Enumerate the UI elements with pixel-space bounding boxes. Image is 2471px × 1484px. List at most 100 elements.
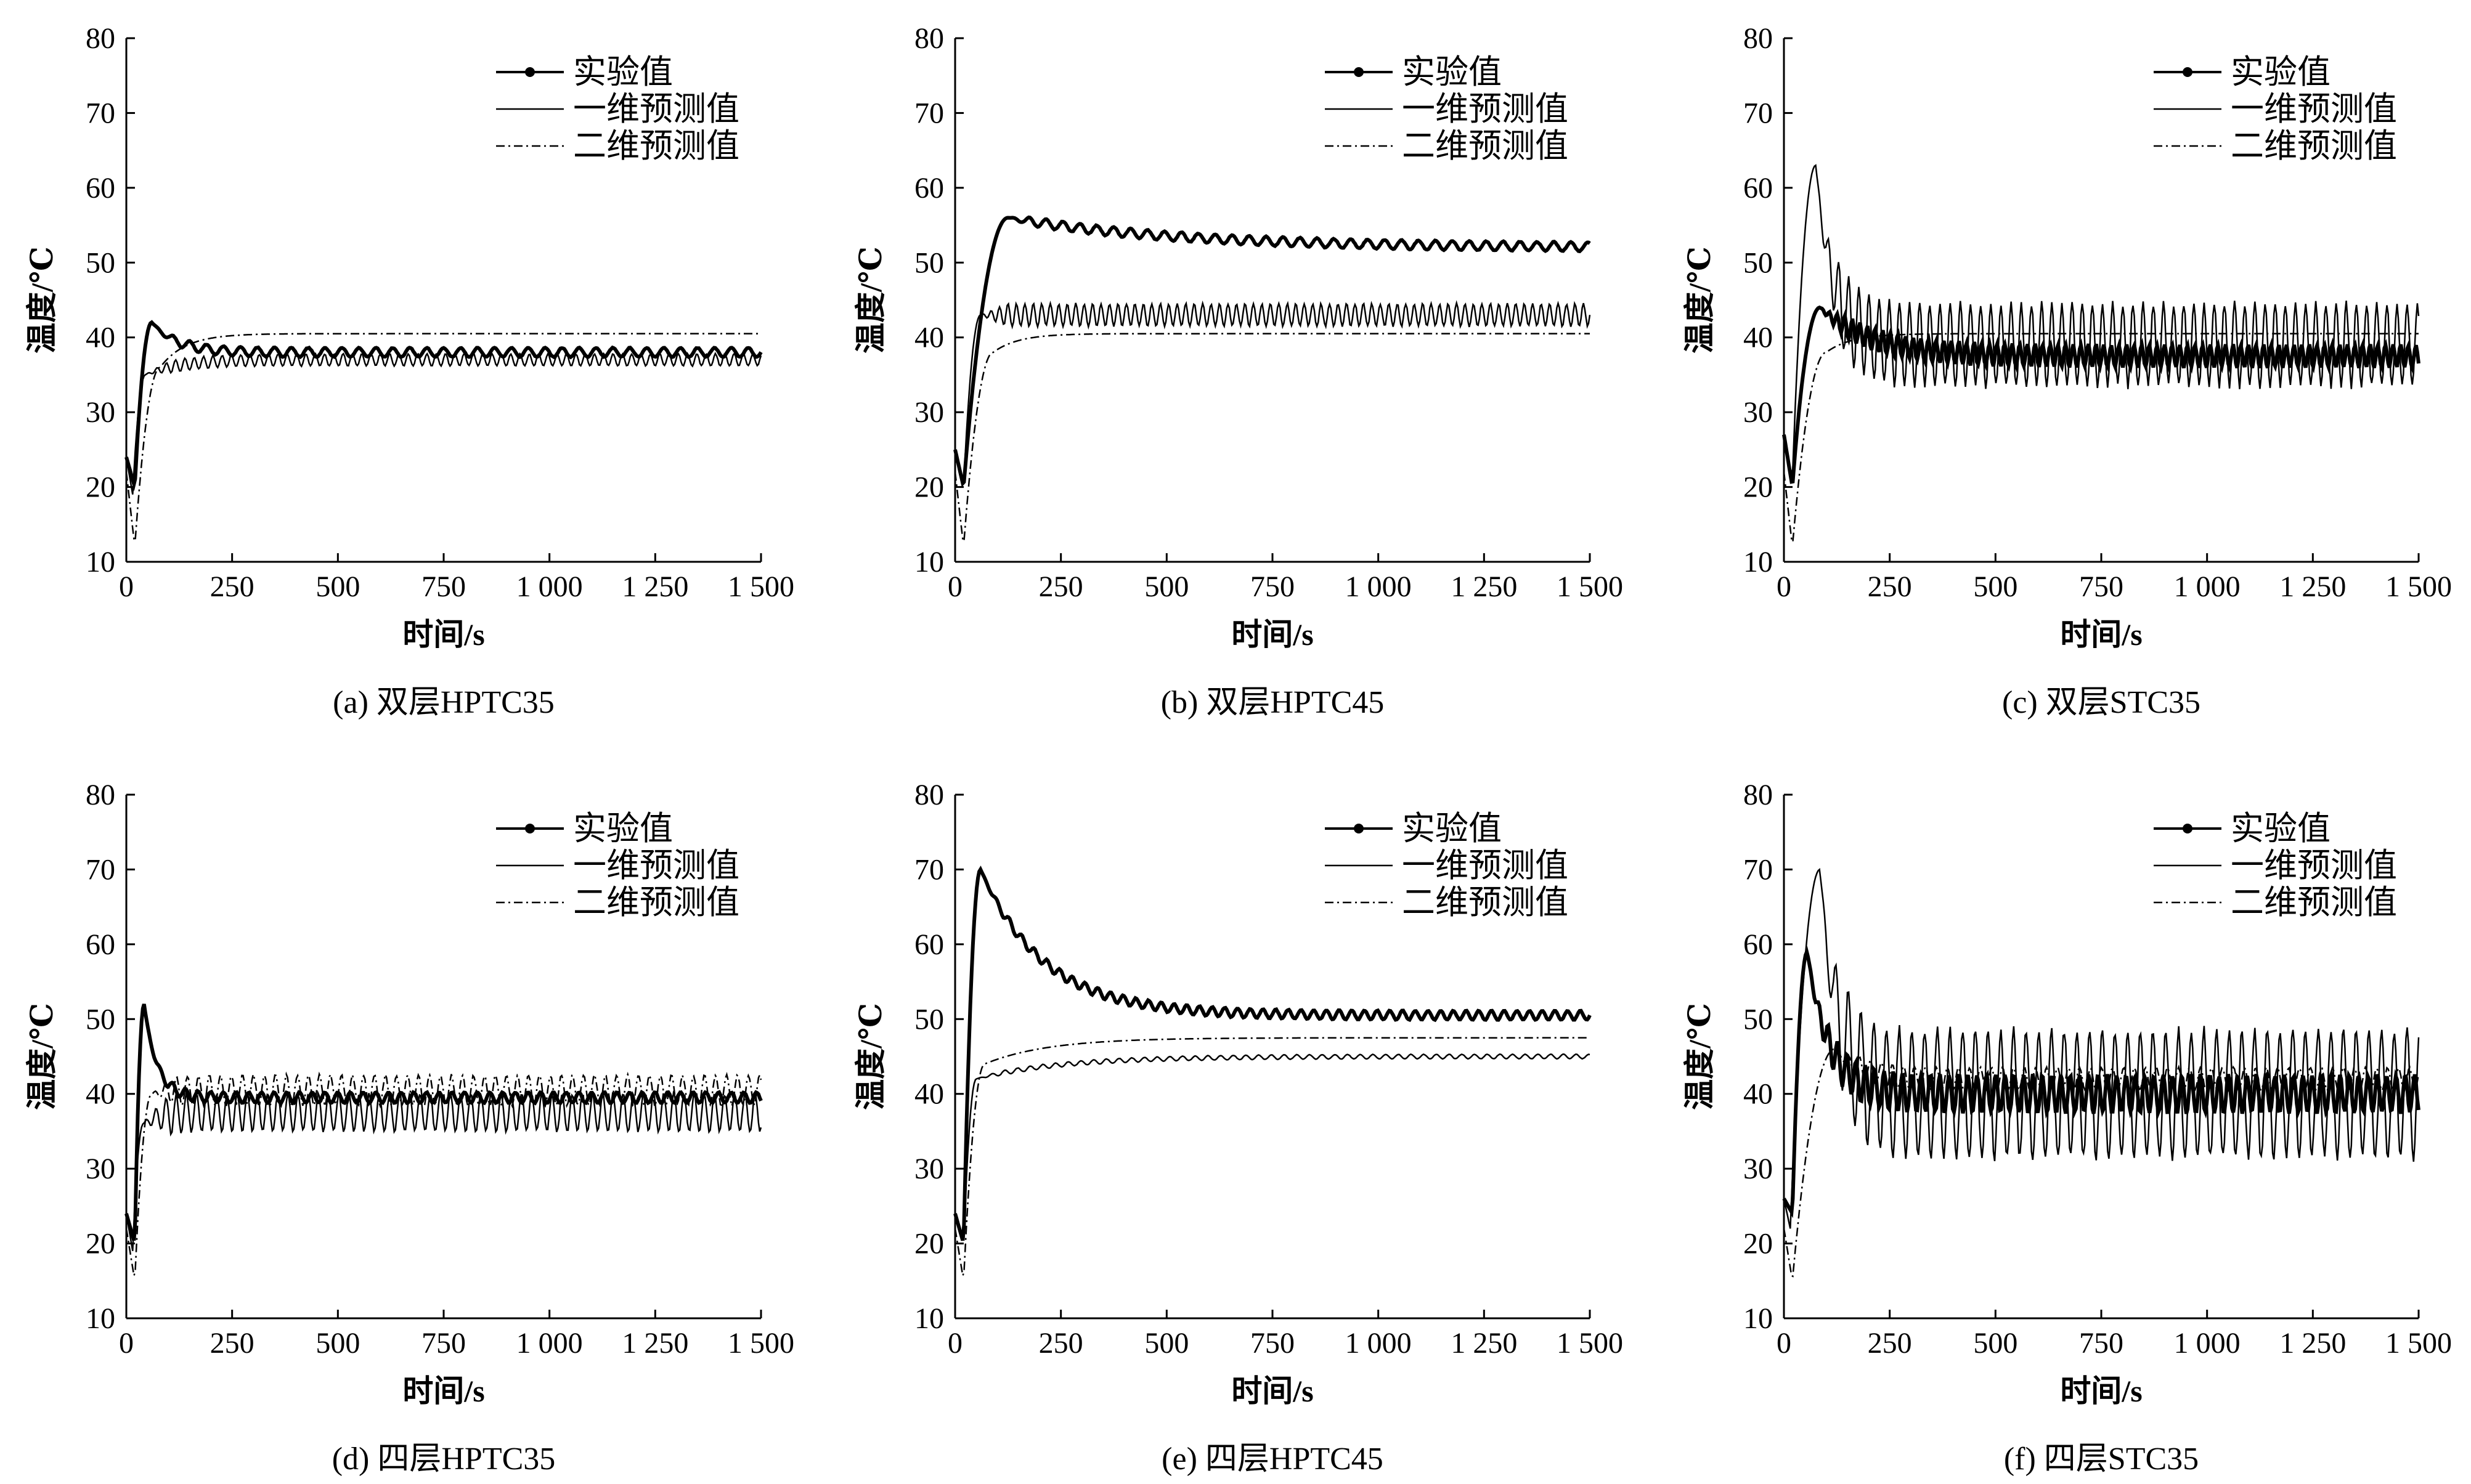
legend-label-1: 实验值 bbox=[1402, 54, 1502, 91]
y-tick-label: 60 bbox=[914, 172, 944, 205]
y-tick-label: 60 bbox=[1743, 172, 1773, 205]
y-axis-label: 温度/℃ bbox=[1682, 246, 1717, 354]
y-tick-label: 10 bbox=[914, 1302, 944, 1335]
x-tick-label: 0 bbox=[119, 1327, 134, 1360]
y-tick-label: 20 bbox=[914, 1228, 944, 1260]
y-tick-label: 50 bbox=[1743, 246, 1773, 279]
y-tick-label: 10 bbox=[86, 546, 115, 578]
legend-label-2: 一维预测值 bbox=[1402, 847, 1568, 884]
chart-panel-e: 10 20 30 40 50 60 70 80 0 250 500 750 1 000 1 250 1 50… bbox=[853, 779, 1623, 1477]
y-tick-label: 40 bbox=[1743, 1078, 1773, 1111]
series-line-3 bbox=[125, 333, 761, 543]
y-tick-label: 20 bbox=[914, 471, 944, 504]
x-tick-label: 500 bbox=[1973, 1327, 2017, 1360]
y-axis-label: 温度/℃ bbox=[1682, 1003, 1717, 1110]
x-tick-label: 250 bbox=[1868, 570, 1912, 603]
x-tick-label: 750 bbox=[2079, 1327, 2123, 1360]
legend-label-1: 实验值 bbox=[573, 810, 673, 847]
chart-panel-c: 10 20 30 40 50 60 70 80 0 250 500 750 1 000 1 250 1 50… bbox=[1682, 22, 2452, 720]
x-tick-label: 250 bbox=[1039, 570, 1083, 603]
x-tick-label: 1 000 bbox=[1345, 570, 1412, 603]
y-tick-label: 70 bbox=[86, 97, 115, 129]
y-tick-label: 30 bbox=[1743, 396, 1773, 429]
x-tick-label: 500 bbox=[315, 1327, 360, 1360]
x-tick-label: 1 000 bbox=[2174, 1327, 2241, 1360]
legend-label-2: 一维预测值 bbox=[573, 91, 739, 128]
y-tick-label: 40 bbox=[1743, 322, 1773, 354]
y-tick-label: 50 bbox=[914, 1003, 944, 1036]
x-tick-label: 1 250 bbox=[1451, 1327, 1517, 1360]
y-tick-label: 60 bbox=[86, 172, 115, 205]
series-line-1 bbox=[1782, 946, 2420, 1218]
legend-marker bbox=[525, 824, 535, 833]
y-axis-label: 温度/℃ bbox=[853, 1003, 888, 1110]
y-tick-label: 30 bbox=[1743, 1153, 1773, 1185]
x-tick-label: 250 bbox=[210, 1327, 254, 1360]
series-line-1 bbox=[953, 866, 1592, 1241]
series-line-1 bbox=[124, 1004, 763, 1241]
legend-label-3: 二维预测值 bbox=[573, 128, 739, 164]
series-line-1 bbox=[124, 320, 763, 492]
y-axis-label: 温度/℃ bbox=[853, 246, 888, 354]
chart-panel-a: 10 20 30 40 50 60 70 80 0 250 500 750 1 000 1 250 1 50… bbox=[25, 22, 794, 720]
x-tick-label: 1 000 bbox=[2174, 570, 2241, 603]
series-line-3 bbox=[1783, 333, 2419, 545]
y-tick-label: 20 bbox=[1743, 1228, 1773, 1260]
x-tick-label: 0 bbox=[1777, 570, 1791, 603]
y-tick-label: 80 bbox=[1743, 22, 1773, 55]
x-axis-label: 时间/s bbox=[1231, 617, 1313, 652]
y-tick-label: 70 bbox=[1743, 97, 1773, 129]
chart-panel-d: 10 20 30 40 50 60 70 80 0 250 500 750 1 000 1 250 1 50… bbox=[25, 779, 794, 1477]
y-tick-label: 40 bbox=[86, 1078, 115, 1111]
y-tick-label: 50 bbox=[914, 246, 944, 279]
x-tick-label: 1 500 bbox=[728, 570, 794, 603]
panel-caption: (d) 四层HPTC35 bbox=[332, 1441, 556, 1477]
x-tick-label: 0 bbox=[948, 570, 963, 603]
x-tick-label: 1 500 bbox=[1557, 570, 1623, 603]
y-tick-label: 10 bbox=[86, 1302, 115, 1335]
x-tick-label: 1 500 bbox=[1557, 1327, 1623, 1360]
panel-caption: (b) 双层HPTC45 bbox=[1161, 685, 1385, 720]
x-tick-label: 1 250 bbox=[2279, 570, 2346, 603]
x-tick-label: 750 bbox=[2079, 570, 2123, 603]
y-tick-label: 30 bbox=[914, 396, 944, 429]
legend-label-3: 二维预测值 bbox=[1402, 128, 1568, 164]
x-tick-label: 1 500 bbox=[2385, 1327, 2452, 1360]
x-tick-label: 1 250 bbox=[622, 1327, 688, 1360]
legend-label-3: 二维预测值 bbox=[1402, 884, 1568, 921]
x-tick-label: 0 bbox=[119, 570, 134, 603]
series-line-3 bbox=[125, 1071, 762, 1276]
legend-marker bbox=[2183, 67, 2192, 77]
x-tick-label: 1 000 bbox=[516, 1327, 583, 1360]
panel-caption: (f) 四层STC35 bbox=[2004, 1441, 2199, 1477]
x-tick-label: 750 bbox=[1250, 1327, 1295, 1360]
x-tick-label: 750 bbox=[1250, 570, 1295, 603]
x-tick-label: 500 bbox=[1973, 570, 2017, 603]
y-tick-label: 40 bbox=[914, 1078, 944, 1111]
x-tick-label: 1 500 bbox=[2385, 570, 2452, 603]
x-tick-label: 750 bbox=[421, 1327, 466, 1360]
y-tick-label: 30 bbox=[86, 396, 115, 429]
y-tick-label: 30 bbox=[86, 1153, 115, 1185]
y-tick-label: 50 bbox=[86, 1003, 115, 1036]
x-tick-label: 0 bbox=[1777, 1327, 1791, 1360]
series-line-3 bbox=[1783, 1048, 2420, 1278]
y-tick-label: 70 bbox=[86, 853, 115, 886]
y-tick-label: 10 bbox=[914, 546, 944, 578]
x-tick-label: 250 bbox=[210, 570, 254, 603]
y-tick-label: 80 bbox=[86, 22, 115, 55]
series-line-2 bbox=[954, 300, 1591, 484]
x-axis-label: 时间/s bbox=[1231, 1374, 1313, 1408]
y-tick-label: 20 bbox=[1743, 471, 1773, 504]
x-tick-label: 500 bbox=[315, 570, 360, 603]
x-tick-label: 500 bbox=[1144, 570, 1189, 603]
y-tick-label: 80 bbox=[1743, 779, 1773, 811]
y-axis-label: 温度/℃ bbox=[25, 1003, 59, 1110]
y-tick-label: 10 bbox=[1743, 546, 1773, 578]
legend-marker bbox=[2183, 824, 2192, 833]
x-tick-label: 1 250 bbox=[2279, 1327, 2346, 1360]
series-line-3 bbox=[954, 333, 1590, 544]
legend-marker bbox=[1354, 824, 1364, 833]
legend-label-3: 二维预测值 bbox=[2231, 884, 2397, 921]
x-tick-label: 1 500 bbox=[728, 1327, 794, 1360]
